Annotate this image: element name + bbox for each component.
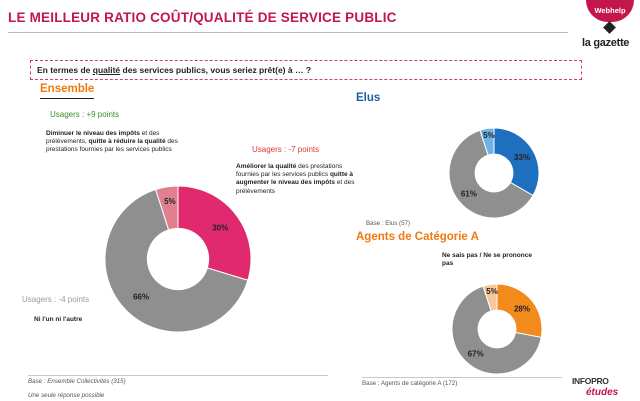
pie-ensemble-slice-neither [104, 188, 249, 333]
page-title-text: LE MEILLEUR RATIO COÛT/QUALITÉ DE SERVIC… [8, 10, 397, 25]
pie-elus-label-neither: 61% [461, 189, 477, 198]
ensemble-base: Base : Ensemble Collectivités (315) [28, 378, 126, 385]
page-title: LE MEILLEUR RATIO COÛT/QUALITÉ DE SERVIC… [8, 10, 397, 25]
increase-description: Améliorer la qualité des prestations fou… [236, 163, 360, 196]
decrease-bold-2: quitte à réduire la qualité [88, 138, 166, 146]
pie-ensemble-label-dont-know: 5% [164, 197, 176, 206]
etudes-brand: études [586, 387, 619, 398]
elus-pie-chart: 33% 61% 5% [448, 127, 540, 219]
diamond-icon [603, 21, 616, 34]
gazette-logo: la gazette [582, 37, 630, 49]
infopro-logo: INFOPRO études [570, 374, 640, 401]
infopro-brand: INFOPRO [572, 376, 609, 386]
elus-title: Elus [356, 92, 381, 104]
neutral-label: Ni l'un ni l'autre [34, 316, 83, 323]
pie-ensemble-slice-dont-know [155, 185, 179, 231]
decrease-bold-1: Diminuer le niveau des impôts [46, 130, 140, 137]
agents-base: Base : Agents de catégorie A (172) [362, 380, 458, 387]
pie-ensemble-label-improve: 30% [212, 224, 228, 233]
question-suffix: des services publics, vous seriez prêt(e… [120, 65, 312, 75]
increase-bold-1: Améliorer la qualité [236, 163, 297, 170]
decrease-plain-2: des prestations fournies par les service… [46, 138, 178, 154]
pie-elus-slice-improve [493, 127, 540, 197]
partner-logos: Webhelp la gazette [580, 0, 640, 62]
pie-agents-label-neither: 67% [468, 349, 484, 358]
pie-ensemble-label-neither: 66% [133, 292, 149, 301]
webhelp-logo: Webhelp [586, 0, 634, 22]
increase-plain-1: des prestations fournies par les service… [236, 163, 343, 179]
pie-agents-label-improve: 28% [514, 304, 530, 313]
question-box: En termes de qualité des services public… [30, 60, 582, 80]
pie-elus-label-improve: 33% [514, 153, 530, 162]
title-divider [8, 32, 568, 33]
pie-elus-slice-neither [448, 129, 534, 219]
elus-base: Base : Elus (57) [366, 220, 411, 227]
agents-base-line [362, 377, 562, 378]
ensemble-base-line [28, 375, 328, 376]
ensemble-title: Ensemble [40, 83, 95, 95]
pie-agents-slice-dont-know [482, 283, 498, 312]
question-underlined: qualité [92, 65, 121, 75]
pie-elus-slice-dont-know [479, 127, 495, 156]
decrease-description: Diminuer le niveau des impôts et des pré… [46, 130, 178, 155]
pie-agents-label-dont-know: 5% [486, 287, 498, 296]
pie-agents-slice-improve [496, 283, 543, 339]
usagers-plus: Usagers : +9 points [50, 110, 120, 119]
ensemble-underline [40, 98, 94, 99]
pie-ensemble-slice-improve [177, 185, 252, 281]
question-prefix: En termes de [37, 65, 93, 75]
footer-note: Une seule réponse possible [28, 392, 105, 399]
usagers-neutral: Usagers : -4 points [22, 295, 90, 304]
usagers-minus: Usagers : -7 points [252, 145, 320, 154]
nsp-label: Ne sais pas / Ne se prononce pas [442, 252, 532, 268]
increase-plain-2: et des prélèvements [236, 179, 355, 195]
pie-elus-label-dont-know: 5% [483, 131, 495, 140]
pie-agents-slice-neither [451, 285, 542, 375]
increase-bold-2: quitte à augmenter le niveau des impôts [236, 171, 354, 187]
agents-title: Agents de Catégorie A [356, 231, 479, 243]
decrease-plain-1: et des prélèvements, [46, 130, 160, 146]
ensemble-pie-chart: 30% 66% 5% [104, 185, 252, 333]
agents-pie-chart: 28% 67% 5% [451, 283, 543, 375]
